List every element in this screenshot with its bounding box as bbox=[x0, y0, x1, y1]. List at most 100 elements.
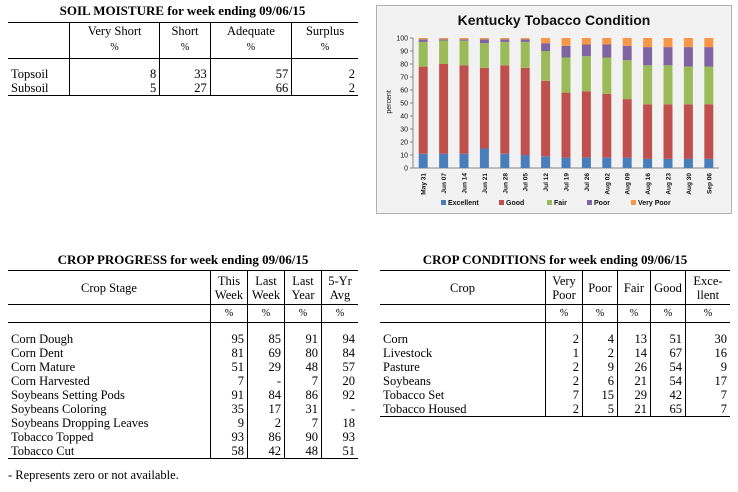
bar-segment-very-poor bbox=[500, 38, 510, 40]
value-cell: - bbox=[247, 373, 285, 388]
legend-label: Good bbox=[506, 200, 524, 207]
value-cell: 65 bbox=[650, 401, 686, 416]
value-cell: 86 bbox=[247, 429, 285, 444]
bar-segment-fair bbox=[622, 60, 632, 100]
conditions-header-poor: Poor bbox=[582, 270, 618, 305]
value-cell: 48 bbox=[284, 359, 322, 374]
table-row: Livestock 1 2 14 67 16 bbox=[380, 345, 730, 360]
unit-cell: % bbox=[209, 38, 292, 59]
x-tick-label: Jul 19 bbox=[564, 173, 571, 192]
row-label: Tobacco Housed bbox=[383, 401, 467, 416]
bar-segment-poor bbox=[561, 45, 571, 58]
value-cell: 33 bbox=[159, 66, 211, 81]
chart-y-axis-label: percent bbox=[386, 90, 393, 113]
bar-segment-excellent bbox=[541, 156, 551, 168]
table-row: Soybeans Coloring 35 17 31- bbox=[8, 401, 358, 416]
value-cell: 35 bbox=[210, 401, 248, 416]
row-label: Soybeans Dropping Leaves bbox=[11, 415, 149, 430]
bar-segment-poor bbox=[439, 39, 449, 41]
bar-segment-very-poor bbox=[439, 38, 449, 40]
value-cell: 5 bbox=[582, 401, 618, 416]
value-cell: 57 bbox=[209, 66, 292, 81]
y-tick-label: 60 bbox=[400, 88, 408, 95]
bar-segment-fair bbox=[643, 65, 653, 105]
bar-segment-excellent bbox=[643, 158, 653, 168]
bar-segment-good bbox=[418, 66, 428, 154]
bar-segment-excellent bbox=[683, 158, 693, 168]
y-tick-label: 70 bbox=[400, 75, 408, 82]
bar-segment-poor bbox=[541, 43, 551, 51]
header-line: Week bbox=[214, 287, 244, 302]
legend-swatch bbox=[587, 200, 592, 205]
table-row: Tobacco Topped 93 86 90 93 bbox=[8, 429, 358, 444]
conditions-header-good: Good bbox=[650, 270, 686, 305]
x-tick-label: Jul 05 bbox=[523, 173, 530, 192]
crop-conditions-title: CROP CONDITIONS for week ending 09/06/15 bbox=[422, 252, 688, 267]
bar-segment-poor bbox=[581, 44, 591, 57]
progress-header-crop-stage: Crop Stage bbox=[81, 280, 137, 295]
bar-segment-excellent bbox=[459, 153, 469, 168]
y-tick-label: 90 bbox=[400, 49, 408, 56]
legend-swatch bbox=[631, 200, 636, 205]
value-cell: - bbox=[321, 401, 358, 416]
bar-segment-very-poor bbox=[479, 38, 489, 40]
bar-segment-good bbox=[500, 65, 510, 154]
bar-segment-excellent bbox=[704, 158, 714, 168]
legend-label: Poor bbox=[594, 200, 610, 207]
table-row: Tobacco Cut 58 42 48 51 bbox=[8, 443, 358, 458]
value-cell: 80 bbox=[284, 345, 322, 360]
bar-segment-excellent bbox=[500, 153, 510, 168]
bar-segment-very-poor bbox=[663, 38, 673, 48]
unit-cell: % bbox=[617, 304, 651, 323]
bar-segment-fair bbox=[581, 56, 591, 92]
y-tick-label: 10 bbox=[400, 153, 408, 160]
unit-cell: % bbox=[685, 304, 730, 323]
row-label: Corn bbox=[383, 331, 408, 346]
value-cell: 95 bbox=[210, 331, 248, 346]
unit-cell: % bbox=[650, 304, 686, 323]
progress-header-5yr-avg: 5-Yr Avg bbox=[321, 270, 358, 305]
row-label: Soybeans bbox=[383, 373, 431, 388]
value-cell: 51 bbox=[210, 359, 248, 374]
unit-cell: % bbox=[68, 38, 160, 59]
header-line: Year bbox=[291, 287, 315, 302]
bar-segment-excellent bbox=[602, 157, 612, 168]
bar-segment-very-poor bbox=[418, 38, 428, 40]
legend-swatch bbox=[547, 200, 552, 205]
x-tick-label: Jun 07 bbox=[441, 173, 448, 194]
value-cell: 31 bbox=[284, 401, 322, 416]
value-cell: 30 bbox=[685, 331, 730, 346]
bar-segment-good bbox=[602, 93, 612, 158]
bar-segment-fair bbox=[704, 66, 714, 105]
bar-segment-excellent bbox=[418, 153, 428, 168]
header-line: Avg bbox=[329, 287, 351, 302]
crop-progress-title: CROP PROGRESS for week ending 09/06/15 bbox=[57, 252, 309, 267]
bar-segment-very-poor bbox=[643, 38, 653, 48]
x-tick-label: Aug 30 bbox=[686, 173, 693, 195]
value-cell: 86 bbox=[284, 387, 322, 402]
bar-segment-good bbox=[704, 104, 714, 159]
value-cell: 7 bbox=[284, 415, 322, 430]
value-cell: 7 bbox=[685, 401, 730, 416]
bar-segment-good bbox=[541, 80, 551, 157]
value-cell: 20 bbox=[321, 373, 358, 388]
bar-segment-fair bbox=[418, 41, 428, 67]
bar-segment-fair bbox=[602, 57, 612, 94]
value-cell: 81 bbox=[210, 345, 248, 360]
y-tick-label: 100 bbox=[396, 36, 408, 43]
bar-segment-good bbox=[520, 67, 530, 155]
value-cell: 54 bbox=[650, 359, 686, 374]
value-cell: 2 bbox=[582, 345, 618, 360]
bar-segment-excellent bbox=[439, 153, 449, 168]
bar-segment-poor bbox=[459, 39, 469, 41]
value-cell: 21 bbox=[617, 401, 651, 416]
row-label: Tobacco Topped bbox=[11, 429, 94, 444]
row-label: Corn Harvested bbox=[11, 373, 90, 388]
table-row: Topsoil 8 33 57 2 bbox=[8, 66, 358, 81]
value-cell: 93 bbox=[210, 429, 248, 444]
bar-segment-good bbox=[561, 92, 571, 158]
progress-header-this-week: This Week bbox=[210, 270, 248, 305]
unit-cell: % bbox=[545, 304, 583, 323]
bar-segment-good bbox=[683, 104, 693, 159]
bar-segment-good bbox=[439, 64, 449, 154]
